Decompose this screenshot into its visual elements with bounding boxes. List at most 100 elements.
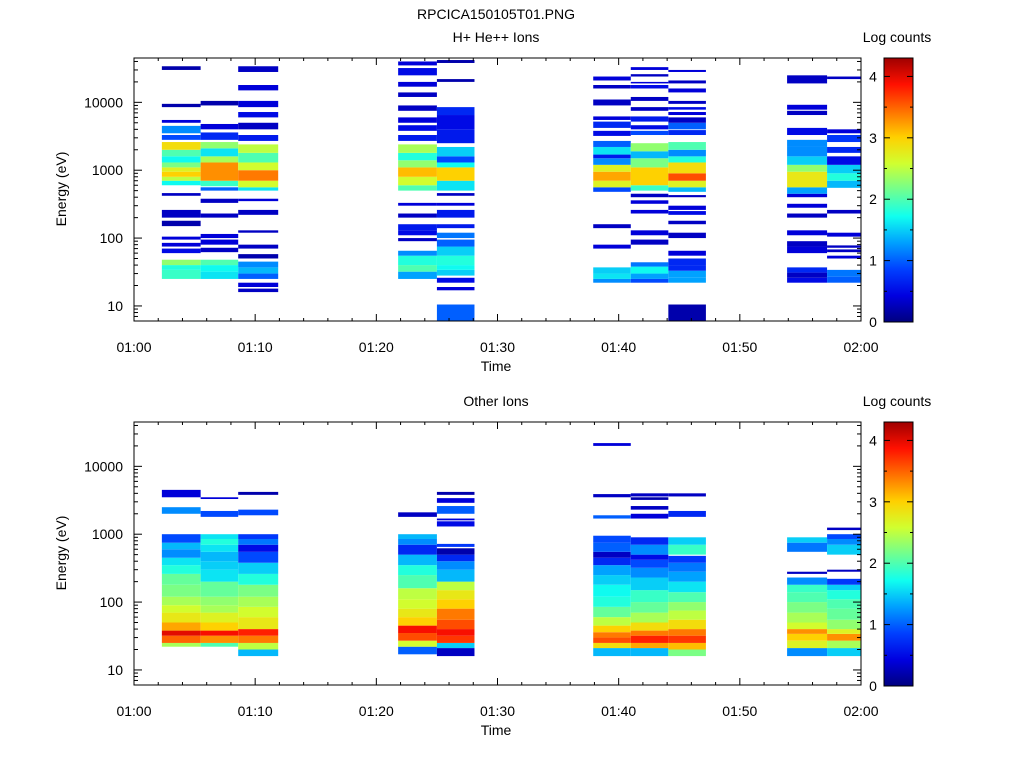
spectrogram-cell	[398, 68, 437, 76]
spectrogram-cell	[668, 537, 706, 545]
spectrogram-cell	[668, 581, 706, 593]
spectrogram-cell	[398, 160, 437, 168]
y-axis-label: Energy (eV)	[53, 516, 69, 591]
spectrogram-cell	[200, 622, 239, 631]
spectrogram-cell	[238, 209, 279, 215]
spectrogram-cell	[787, 577, 828, 585]
colorbar: Log counts 0 1 2 3 4	[863, 393, 932, 694]
spectrogram-cells	[161, 443, 861, 657]
x-tick-label: 01:30	[480, 339, 515, 355]
spectrogram-cell	[238, 144, 279, 153]
spectrogram-cell	[593, 171, 631, 181]
spectrogram-cell	[238, 187, 279, 191]
spectrogram-cell	[238, 100, 279, 108]
spectrogram-cell	[398, 608, 437, 618]
spectrogram-cell	[238, 629, 279, 636]
spectrogram-cell	[161, 171, 201, 177]
spectrogram-cell	[668, 107, 706, 110]
spectrogram-cell	[827, 232, 861, 237]
x-tick-label: 01:10	[238, 703, 273, 719]
spectrogram-cell	[668, 250, 706, 256]
colorbar-tick-label: 0	[869, 678, 877, 694]
spectrogram-cell	[630, 506, 669, 510]
spectrogram-cell	[827, 608, 861, 620]
spectrogram-cell	[668, 619, 706, 630]
x-axis-label: Time	[481, 358, 512, 374]
spectrogram-cell	[436, 277, 475, 283]
spectrogram-cell	[787, 230, 828, 236]
spectrogram-cell	[436, 590, 475, 600]
x-tick-label: 01:20	[359, 703, 394, 719]
spectrogram-cell	[200, 198, 239, 203]
spectrogram-cell	[238, 635, 279, 643]
y-tick-label: 10000	[84, 94, 123, 110]
spectrogram-cell	[827, 534, 861, 539]
spectrogram-cell	[630, 622, 669, 631]
spectrogram-cell	[398, 144, 437, 153]
spectrogram-cell	[668, 232, 706, 239]
spectrogram-cell	[238, 267, 279, 274]
spectrogram-cell	[436, 287, 475, 291]
spectrogram-cell	[200, 213, 239, 218]
spectrogram-cell	[436, 265, 475, 270]
spectrogram-cell	[238, 534, 279, 539]
spectrogram-cell	[398, 250, 437, 256]
spectrogram-cell	[398, 176, 437, 186]
spectrogram-cell	[827, 255, 861, 259]
spectrogram-cell	[436, 304, 475, 321]
y-tick-label: 1000	[92, 162, 123, 178]
spectrogram-cell	[238, 122, 279, 130]
spectrogram-cell	[593, 542, 631, 552]
spectrogram-cell	[398, 271, 437, 279]
spectrogram-cells	[161, 60, 861, 321]
spectrogram-cell	[200, 162, 239, 181]
y-tick-label: 1000	[92, 526, 123, 542]
colorbar-label: Log counts	[863, 393, 932, 409]
spectrogram-cell	[668, 162, 706, 174]
spectrogram-cell	[827, 648, 861, 657]
spectrogram-cell	[436, 156, 475, 163]
spectrogram-cell	[161, 193, 201, 196]
spectrogram-cell	[436, 129, 475, 144]
spectrogram-cell	[398, 565, 437, 576]
spectrogram-cell	[787, 648, 828, 657]
spectrogram-cell	[668, 88, 706, 93]
spectrogram-cell	[668, 80, 706, 84]
spectrogram-cell	[161, 534, 201, 543]
spectrogram-cell	[827, 76, 861, 80]
spectrogram-cell	[200, 132, 239, 140]
spectrogram-cell	[161, 259, 201, 266]
spectrogram-cell	[436, 162, 475, 168]
y-tick-label: 10	[107, 662, 123, 678]
spectrogram-cell	[161, 542, 201, 550]
spectrogram-cell	[436, 107, 475, 116]
spectrogram-cell	[238, 562, 279, 574]
spectrogram-cell	[436, 60, 475, 63]
spectrogram-cell	[200, 239, 239, 245]
spectrogram-cell	[436, 146, 475, 157]
spectrogram-cell	[161, 167, 201, 172]
spectrogram-cell	[668, 493, 706, 497]
spectrogram-cell	[827, 129, 861, 134]
spectrogram-cell	[593, 267, 631, 274]
spectrogram-cell	[161, 125, 201, 134]
spectrogram-cell	[668, 195, 706, 198]
spectrogram-cell	[161, 142, 201, 150]
spectrogram-cell	[827, 584, 861, 591]
spectrogram-cell	[630, 537, 669, 545]
spectrogram-cell	[238, 180, 279, 188]
spectrogram-cell	[668, 304, 706, 321]
spectrogram-cell	[630, 602, 669, 613]
spectrogram-cell	[398, 224, 437, 231]
panel-other-ions: Other Ions 01:00 01:10 01:20 01:30 01:40 01:5…	[53, 393, 931, 738]
spectrogram-cell	[827, 633, 861, 641]
spectrogram-cell	[200, 538, 239, 545]
spectrogram-cell	[668, 117, 706, 123]
spectrogram-cell	[436, 209, 475, 218]
spectrogram-cell	[398, 238, 437, 242]
spectrogram-cell	[668, 562, 706, 572]
spectrogram-cell	[398, 213, 437, 218]
spectrogram-cell	[593, 535, 631, 543]
spectrogram-cell	[238, 85, 279, 91]
spectrogram-cell	[238, 230, 279, 233]
